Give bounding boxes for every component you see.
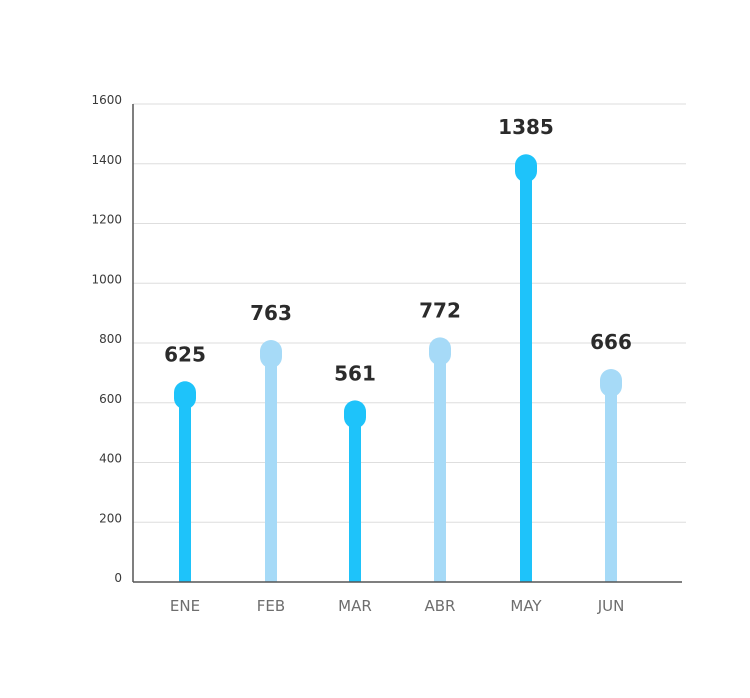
x-tick-label: ABR — [425, 597, 456, 615]
y-tick-label: 0 — [114, 571, 122, 585]
bar-cap-mar — [344, 400, 366, 429]
x-tick-label: FEB — [257, 597, 285, 615]
bar-abr — [434, 351, 446, 582]
y-tick-label: 400 — [99, 452, 122, 466]
data-label: 666 — [590, 330, 632, 354]
x-tick-label: MAR — [338, 597, 372, 615]
bar-ene — [179, 395, 191, 582]
y-tick-label: 1200 — [91, 213, 122, 227]
data-label: 625 — [164, 342, 206, 366]
data-label: 1385 — [498, 115, 554, 139]
data-label: 561 — [334, 361, 376, 385]
x-tick-label: ENE — [170, 597, 200, 615]
y-tick-label: 800 — [99, 332, 122, 346]
y-tick-label: 200 — [99, 511, 122, 525]
bar-mar — [349, 414, 361, 582]
bar-cap-may — [515, 154, 537, 183]
y-tick-label: 1600 — [91, 93, 122, 107]
bar-cap-abr — [429, 337, 451, 366]
x-axis-ticks: ENE FEB MAR ABR MAY JUN — [170, 597, 624, 615]
bar-cap-jun — [600, 369, 622, 398]
y-tick-label: 1400 — [91, 153, 122, 167]
data-label: 772 — [419, 298, 461, 322]
y-axis-ticks: 0 200 400 600 800 1000 1200 1400 1600 — [91, 93, 122, 585]
gridlines — [133, 103, 686, 523]
x-tick-label: MAY — [510, 597, 542, 615]
x-tick-label: JUN — [597, 597, 625, 615]
bar-jun — [605, 383, 617, 582]
y-tick-label: 1000 — [91, 272, 122, 286]
bar-may — [520, 168, 532, 582]
y-tick-label: 600 — [99, 392, 122, 406]
bar-cap-feb — [260, 340, 282, 369]
bar-cap-ene — [174, 381, 196, 410]
bars: 625 763 561 772 1385 666 — [164, 115, 632, 582]
data-label: 763 — [250, 301, 292, 325]
bar-feb — [265, 354, 277, 582]
